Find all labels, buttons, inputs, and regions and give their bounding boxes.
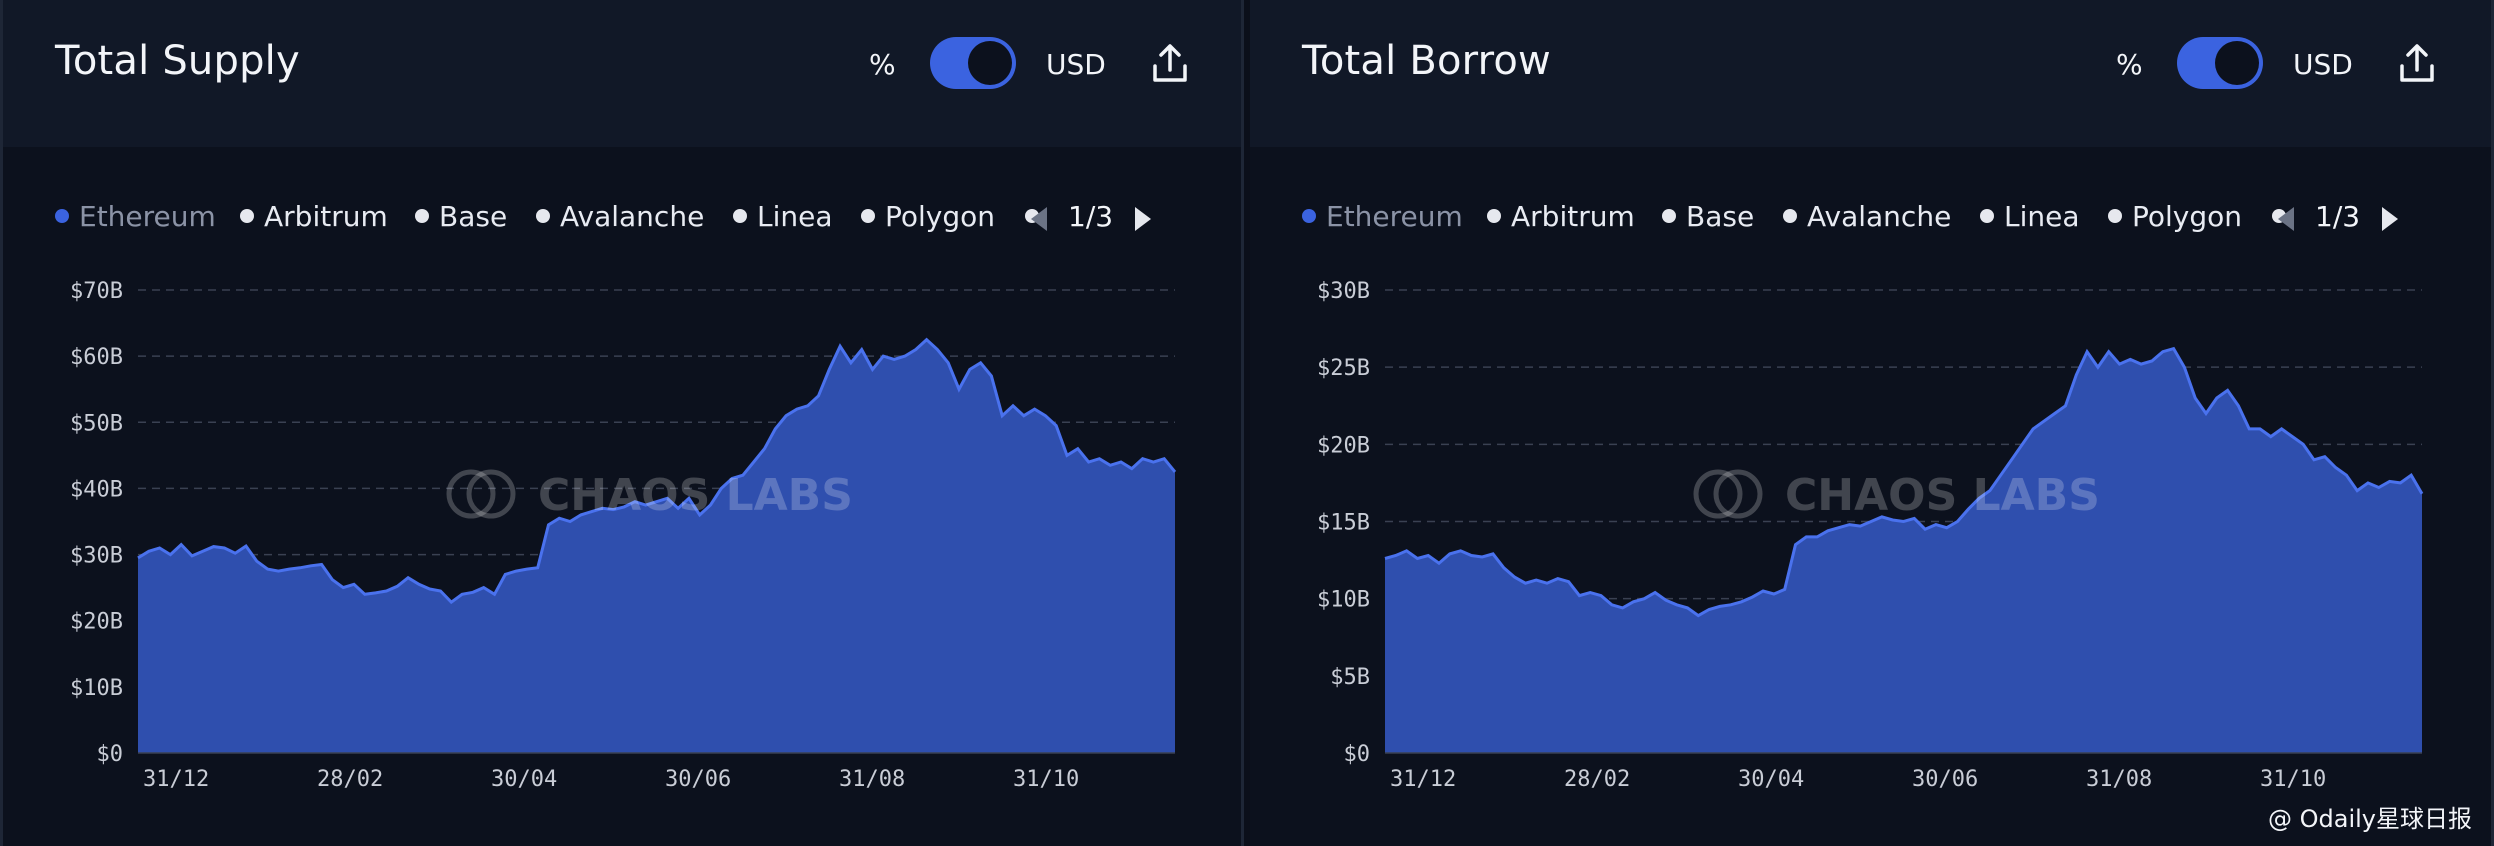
share-upload-icon[interactable]: [2393, 40, 2441, 88]
legend-item-ethereum[interactable]: Ethereum: [55, 200, 216, 233]
y-tick-label: $15B: [1317, 511, 1370, 536]
total-borrow-chart: $0 $5B $10B $15B $20B $25B $30B 31/12 28/02 30/04…: [1317, 279, 2424, 792]
chevron-right-icon[interactable]: [1133, 205, 1153, 233]
x-tick-label: 30/04: [1738, 767, 1804, 792]
toggle-knob: [968, 41, 1012, 85]
percent-label: %: [2116, 48, 2143, 81]
legend-item-arbitrum[interactable]: Arbitrum: [240, 200, 388, 233]
legend-item-arbitrum[interactable]: Arbitrum: [1487, 200, 1635, 233]
panel-title: Total Supply: [55, 38, 300, 84]
chevron-left-icon[interactable]: [2276, 205, 2296, 233]
y-tick-label: $10B: [70, 676, 123, 701]
usd-label: USD: [1046, 48, 1106, 81]
y-tick-label: $70B: [70, 279, 123, 304]
series-area-ethereum: [138, 339, 1175, 753]
watermark-text: CHAOS LABS: [538, 470, 853, 521]
x-tick-label: 28/02: [317, 767, 383, 792]
y-tick-label: $60B: [70, 345, 123, 370]
x-tick-label: 30/06: [1912, 767, 1978, 792]
unit-toggle[interactable]: [930, 37, 1016, 89]
legend-dot: [1662, 209, 1676, 223]
legend-dot: [1487, 209, 1501, 223]
series-line-ethereum: [1384, 346, 2424, 618]
legend-dot: [861, 209, 875, 223]
legend-item-linea[interactable]: Linea: [733, 200, 833, 233]
legend-item-ethereum[interactable]: Ethereum: [1302, 200, 1463, 233]
legend-item-base[interactable]: Base: [1662, 200, 1754, 233]
y-tick-label: $50B: [70, 411, 123, 436]
legend-dot: [733, 209, 747, 223]
legend-dot: [55, 209, 69, 223]
total-supply-panel: Total Supply % USD Ethereum Arbitrum Bas…: [0, 0, 1244, 846]
legend-dot: [240, 209, 254, 223]
y-tick-label: $10B: [1317, 588, 1370, 613]
legend-page-indicator: 1/3: [2315, 200, 2361, 233]
x-tick-label: 31/12: [143, 767, 209, 792]
legend-dot: [1302, 209, 1316, 223]
x-tick-label: 30/06: [665, 767, 731, 792]
x-tick-label: 31/10: [1013, 767, 1079, 792]
y-tick-label: $25B: [1317, 356, 1370, 381]
y-tick-label: $30B: [70, 544, 123, 569]
panel-title: Total Borrow: [1302, 38, 1551, 84]
chaos-labs-watermark: CHAOS LABS: [1693, 469, 2100, 521]
total-supply-chart: $0 $10B $20B $30B $40B $50B $60B $70B 31/12 28/02…: [70, 279, 1177, 792]
y-tick-label: $20B: [70, 610, 123, 635]
percent-label: %: [869, 48, 896, 81]
unit-toggle[interactable]: [2177, 37, 2263, 89]
legend-dot: [2108, 209, 2122, 223]
legend-item-polygon[interactable]: Polygon: [861, 200, 995, 233]
y-tick-label: $20B: [1317, 433, 1370, 458]
series-line-ethereum: [137, 337, 1177, 605]
legend-dot: [1980, 209, 1994, 223]
chaos-labs-watermark: CHAOS LABS: [446, 469, 853, 521]
series-area-ethereum: [1385, 348, 2422, 753]
toggle-knob: [2215, 41, 2259, 85]
x-tick-label: 30/04: [491, 767, 557, 792]
panel-header: Total Borrow % USD: [1250, 0, 2491, 147]
footer-credit: @ Odaily星球日报: [2268, 805, 2472, 833]
y-tick-label: $40B: [70, 477, 123, 502]
legend-dot: [536, 209, 550, 223]
x-tick-label: 28/02: [1564, 767, 1630, 792]
legend-item-linea[interactable]: Linea: [1980, 200, 2080, 233]
y-tick-label: $30B: [1317, 279, 1370, 304]
y-tick-label: $5B: [1330, 665, 1370, 690]
y-tick-label: $0: [97, 742, 124, 767]
legend-item-base[interactable]: Base: [415, 200, 507, 233]
legend-dot: [1783, 209, 1797, 223]
watermark-logo-ring: [446, 469, 496, 519]
watermark-logo-ring: [466, 469, 516, 519]
share-upload-icon[interactable]: [1146, 40, 1194, 88]
legend-item-avalanche[interactable]: Avalanche: [1783, 200, 1951, 233]
legend-item-avalanche[interactable]: Avalanche: [536, 200, 704, 233]
x-tick-label: 31/08: [2086, 767, 2152, 792]
x-tick-label: 31/12: [1390, 767, 1456, 792]
usd-label: USD: [2293, 48, 2353, 81]
watermark-logo-ring: [1713, 469, 1763, 519]
x-tick-label: 31/08: [839, 767, 905, 792]
chevron-left-icon[interactable]: [1029, 205, 1049, 233]
chart-legend: Ethereum Arbitrum Base Avalanche Linea P…: [1302, 200, 2451, 240]
x-tick-label: 31/10: [2260, 767, 2326, 792]
panel-header: Total Supply % USD: [3, 0, 1241, 147]
chart-legend: Ethereum Arbitrum Base Avalanche Linea P…: [55, 200, 1201, 240]
legend-item-polygon[interactable]: Polygon: [2108, 200, 2242, 233]
watermark-text: CHAOS LABS: [1785, 470, 2100, 521]
watermark-logo-ring: [1693, 469, 1743, 519]
legend-dot: [415, 209, 429, 223]
legend-page-indicator: 1/3: [1068, 200, 1114, 233]
total-borrow-panel: Total Borrow % USD Ethereum Arbitrum Bas…: [1250, 0, 2494, 846]
chevron-right-icon[interactable]: [2380, 205, 2400, 233]
y-tick-label: $0: [1344, 742, 1371, 767]
